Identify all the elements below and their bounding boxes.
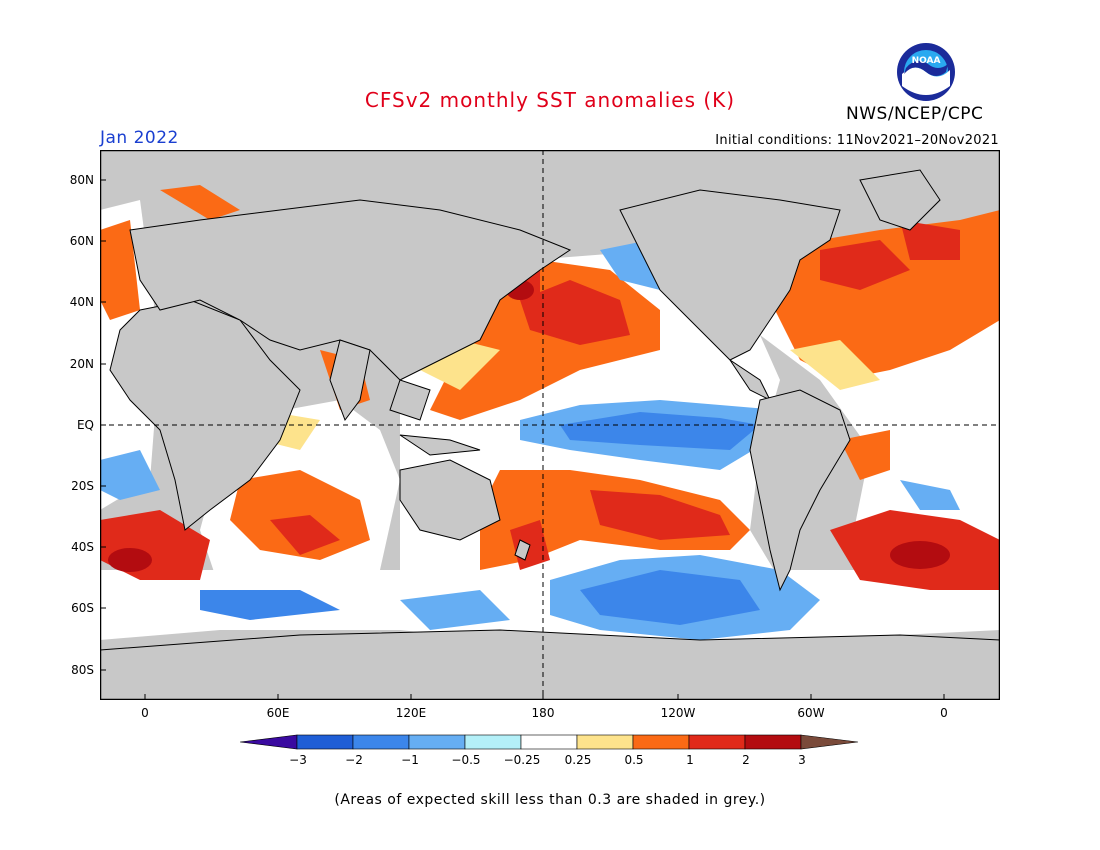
- colorbar-swatch: [408, 734, 466, 750]
- colorbar-label: −2: [345, 753, 363, 767]
- colorbar-label: 0.5: [624, 753, 644, 767]
- lat-label: 40S: [71, 540, 94, 554]
- colorbar-min-arrow: [240, 734, 298, 750]
- colorbar-label: 1: [686, 753, 694, 767]
- chart-title: CFSv2 monthly SST anomalies (K): [364, 88, 736, 112]
- sst-anomaly-map: [100, 150, 1000, 700]
- lon-label: 180: [531, 706, 555, 720]
- colorbar-label: 2: [742, 753, 750, 767]
- lon-label: 120W: [660, 706, 696, 720]
- colorbar-swatch: [576, 734, 634, 750]
- lat-label: EQ: [76, 418, 94, 432]
- lat-label: 20N: [69, 357, 94, 371]
- lon-label: 60W: [797, 706, 825, 720]
- colorbar-swatch: [520, 734, 578, 750]
- colorbar-label: −3: [289, 753, 307, 767]
- colorbar-label: −0.25: [503, 753, 541, 767]
- skill-footnote: (Areas of expected skill less than 0.3 a…: [334, 792, 766, 808]
- noaa-logo: NOAA: [897, 43, 955, 101]
- colorbar-label: −1: [401, 753, 419, 767]
- colorbar-swatch: [632, 734, 690, 750]
- lat-label: 80N: [69, 173, 94, 187]
- colorbar-swatch: [744, 734, 802, 750]
- agency-label: NWS/NCEP/CPC: [846, 104, 984, 124]
- lat-label: 60S: [71, 601, 94, 615]
- lat-label: 40N: [69, 295, 94, 309]
- colorbar-label: 3: [798, 753, 806, 767]
- colorbar-swatch: [352, 734, 410, 750]
- logo-text: NOAA: [912, 56, 941, 66]
- lon-label: 60E: [266, 706, 290, 720]
- colorbar-swatch: [688, 734, 746, 750]
- lon-label: 0: [940, 706, 948, 720]
- initial-conditions: Initial conditions: 11Nov2021–20Nov2021: [715, 133, 999, 148]
- colorbar-swatch: [464, 734, 522, 750]
- continent-outlines: [100, 169, 1000, 700]
- colorbar-swatch: [296, 734, 354, 750]
- colorbar-max-arrow: [800, 734, 859, 750]
- map-ticks: [100, 179, 945, 700]
- lon-label: 0: [141, 706, 149, 720]
- colorbar-label: −0.5: [451, 753, 481, 767]
- colorbar-label: 0.25: [564, 753, 592, 767]
- forecast-month: Jan 2022: [100, 128, 179, 148]
- lon-label: 120E: [395, 706, 427, 720]
- colorbar: [240, 734, 859, 750]
- lat-label: 60N: [69, 234, 94, 248]
- lat-label: 20S: [71, 479, 94, 493]
- lat-label: 80S: [71, 663, 94, 677]
